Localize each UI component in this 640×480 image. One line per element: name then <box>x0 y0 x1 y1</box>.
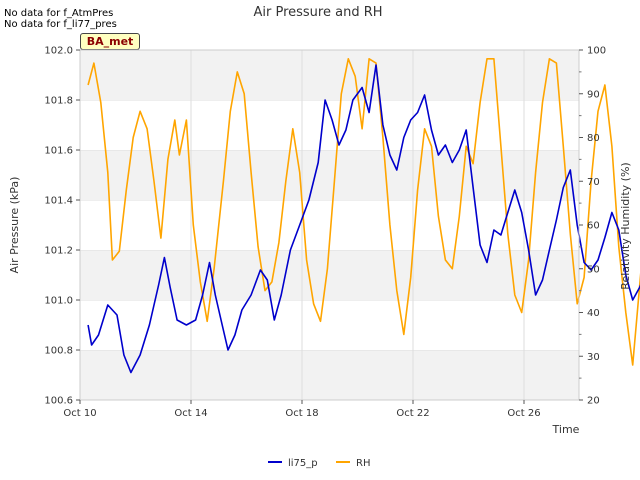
x-tick-label: Oct 18 <box>285 408 318 419</box>
x-tick-label: Oct 14 <box>174 408 207 419</box>
y-tick-label: 101.6 <box>44 146 73 157</box>
series-line-li75-p <box>87 64 640 374</box>
y-tick-label: 100.8 <box>44 346 73 357</box>
y-tick-label: 102.0 <box>44 46 73 57</box>
y-axis-label: Air Pressure (kPa) <box>8 177 21 274</box>
legend: li75_p RH <box>268 458 370 469</box>
y2-tick-label: 90 <box>587 89 600 100</box>
y2-tick-label: 80 <box>587 133 600 144</box>
x-tick-label: Oct 10 <box>63 408 96 419</box>
grid-band <box>80 350 579 400</box>
y2-tick-label: 20 <box>587 396 600 407</box>
x-axis: Oct 10 Oct 14 Oct 18 Oct 22 Oct 26 <box>63 400 541 419</box>
grid-band <box>80 250 579 300</box>
y-tick-label: 101.2 <box>44 246 73 257</box>
chart-title: Air Pressure and RH <box>253 5 382 20</box>
no-data-note-1: No data for f_AtmPres <box>4 8 114 19</box>
x-tick-label: Oct 26 <box>507 408 540 419</box>
y-tick-label: 101.0 <box>44 296 73 307</box>
y-tick-label: 101.8 <box>44 96 73 107</box>
x-tick-label: Oct 22 <box>396 408 429 419</box>
grid-band <box>80 50 579 100</box>
y2-tick-label: 70 <box>587 177 600 188</box>
x-axis-label: Time <box>552 423 580 436</box>
grid-band <box>80 300 579 350</box>
series-lines <box>87 58 640 374</box>
y2-tick-label: 60 <box>587 221 600 232</box>
grid-band <box>80 150 579 200</box>
y2-axis-label: Relativity Humidity (%) <box>619 162 632 289</box>
no-data-note-2: No data for f_li77_pres <box>4 19 117 30</box>
y2-tick-label: 30 <box>587 352 600 363</box>
legend-label: RH <box>356 458 370 469</box>
y2-tick-label: 40 <box>587 308 600 319</box>
grid-band <box>80 100 579 150</box>
legend-label: li75_p <box>288 458 318 469</box>
y2-tick-label: 100 <box>587 46 606 57</box>
right-axis: 20 30 40 50 60 70 80 90 100 <box>579 46 606 407</box>
y-tick-label: 101.4 <box>44 196 73 207</box>
left-axis: 100.6 100.8 101.0 101.2 101.4 101.6 101.8 102.0 <box>44 46 80 407</box>
y-tick-label: 100.6 <box>44 396 73 407</box>
series-line-rh <box>87 58 640 366</box>
y2-tick-label: 50 <box>587 264 600 275</box>
